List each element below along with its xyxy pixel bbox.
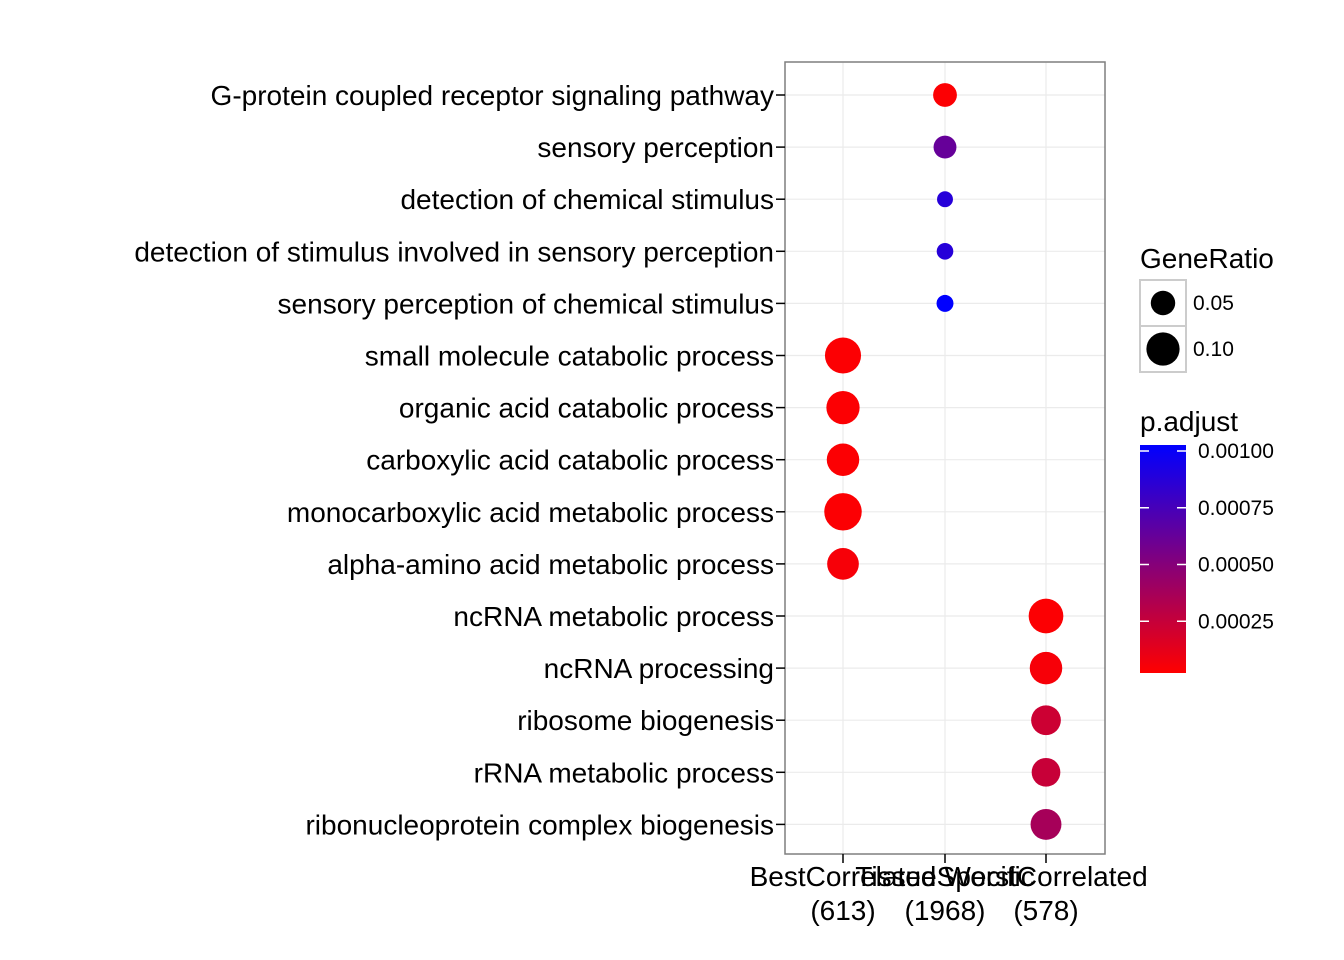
- p-adjust-legend-label: 0.00075: [1198, 497, 1274, 520]
- y-tick-label: detection of stimulus involved in sensor…: [134, 236, 774, 267]
- x-axis: BestCorrelated (613)TissueSpecific (1968)W…: [750, 854, 1148, 926]
- data-point: [826, 443, 860, 476]
- x-tick-label: TissueSpecific (1968): [855, 861, 1034, 926]
- y-axis: G-protein coupled receptor signaling pat…: [134, 80, 785, 840]
- data-point: [827, 548, 859, 580]
- data-point: [1031, 757, 1061, 787]
- data-point: [1029, 651, 1063, 685]
- data-point: [824, 337, 862, 374]
- generatio-legend: GeneRatio 0.05 0.10: [1139, 243, 1274, 373]
- generatio-legend-dot: [1146, 332, 1180, 366]
- generatio-legend-title: GeneRatio: [1140, 243, 1274, 274]
- data-point: [933, 83, 957, 107]
- generatio-legend-label: 0.10: [1193, 338, 1234, 361]
- y-tick-label: detection of chemical stimulus: [400, 184, 774, 215]
- p-adjust-legend: p.adjust 0.00100 0.00075 0.00050 0.00025: [1140, 406, 1274, 673]
- data-point: [936, 242, 954, 260]
- p-adjust-colorbar: [1140, 445, 1186, 673]
- y-tick-label: organic acid catabolic process: [399, 393, 774, 424]
- data-point: [1031, 705, 1061, 736]
- p-adjust-legend-title: p.adjust: [1140, 406, 1238, 437]
- p-adjust-legend-label: 0.00050: [1198, 554, 1274, 577]
- y-tick-label: ribosome biogenesis: [517, 705, 774, 736]
- y-tick-label: rRNA metabolic process: [474, 757, 774, 788]
- y-tick-label: carboxylic acid catabolic process: [366, 445, 774, 476]
- data-point: [826, 390, 860, 425]
- data-points: [824, 83, 1064, 840]
- p-adjust-legend-label: 0.00025: [1198, 610, 1274, 633]
- y-tick-label: G-protein coupled receptor signaling pat…: [211, 80, 774, 111]
- y-tick-label: small molecule catabolic process: [365, 341, 774, 372]
- x-tick-label: BestCorrelated (613): [750, 861, 937, 926]
- data-point: [1030, 808, 1062, 840]
- y-tick-label: ncRNA metabolic process: [453, 601, 774, 632]
- y-tick-label: sensory perception: [537, 132, 774, 163]
- generatio-legend-dot: [1150, 290, 1176, 316]
- p-adjust-legend-label: 0.00100: [1198, 440, 1274, 463]
- data-point: [937, 191, 953, 208]
- y-tick-label: monocarboxylic acid metabolic process: [287, 497, 774, 528]
- y-tick-label: ribonucleoprotein complex biogenesis: [305, 809, 774, 840]
- data-point: [1028, 598, 1064, 634]
- y-tick-label: alpha-amino acid metabolic process: [327, 549, 774, 580]
- y-tick-label: ncRNA processing: [544, 653, 774, 684]
- data-point: [936, 294, 954, 312]
- generatio-legend-label: 0.05: [1193, 292, 1234, 315]
- data-point: [933, 135, 957, 159]
- y-tick-label: sensory perception of chemical stimulus: [278, 288, 774, 319]
- x-tick-label: WorstCorrelated (578): [944, 861, 1147, 926]
- data-point: [824, 493, 862, 531]
